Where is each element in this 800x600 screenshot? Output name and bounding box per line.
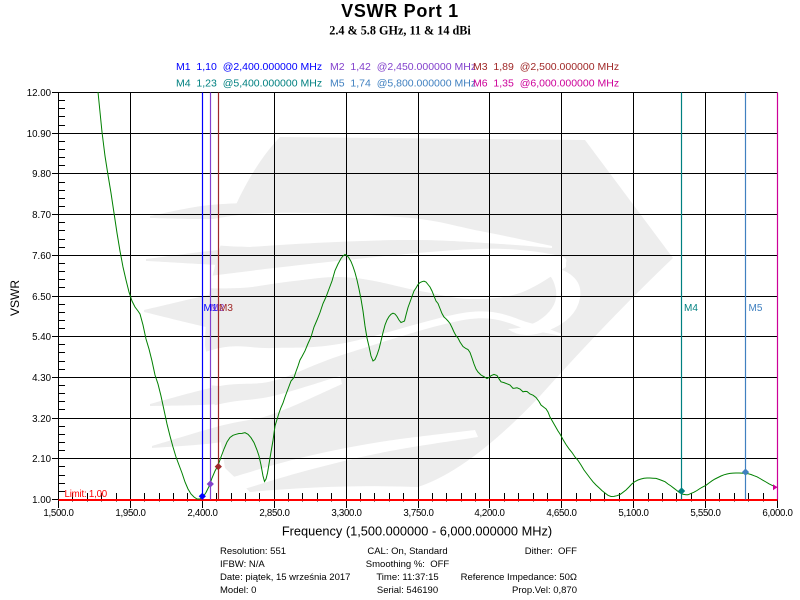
svg-text:Prop.Vel: 0,870: Prop.Vel: 0,870 bbox=[512, 585, 577, 596]
svg-text:M6 1,35 @6,000.000000 MHz: M6 1,35 @6,000.000000 MHz bbox=[473, 78, 619, 90]
svg-text:12.00: 12.00 bbox=[27, 88, 52, 99]
svg-text:1.00: 1.00 bbox=[32, 495, 51, 506]
svg-text:2,400.0: 2,400.0 bbox=[187, 508, 218, 519]
svg-text:1,950.0: 1,950.0 bbox=[115, 508, 146, 519]
svg-text:Model: 0: Model: 0 bbox=[220, 585, 256, 596]
svg-text:6,000.0: 6,000.0 bbox=[762, 508, 793, 519]
svg-text:Resolution: 551: Resolution: 551 bbox=[220, 546, 286, 557]
svg-text:M1: M1 bbox=[204, 303, 218, 314]
svg-text:M1 1,10 @2,400.000000 MHz: M1 1,10 @2,400.000000 MHz bbox=[176, 61, 322, 73]
svg-text:2.4 & 5.8 GHz, 11 & 14 dBi: 2.4 & 5.8 GHz, 11 & 14 dBi bbox=[329, 24, 471, 38]
svg-text:M5 1,74 @5,800.000000 MHz: M5 1,74 @5,800.000000 MHz bbox=[330, 78, 476, 90]
svg-text:CAL: On, Standard: CAL: On, Standard bbox=[367, 546, 447, 557]
svg-text:4,200.0: 4,200.0 bbox=[474, 508, 505, 519]
svg-text:Time: 11:37:15: Time: 11:37:15 bbox=[376, 572, 438, 583]
svg-text:9.80: 9.80 bbox=[32, 169, 51, 180]
svg-text:Date: piątek, 15 września 2017: Date: piątek, 15 września 2017 bbox=[220, 572, 350, 583]
svg-text:5,550.0: 5,550.0 bbox=[690, 508, 721, 519]
svg-text:Frequency (1,500.000000 - 6,00: Frequency (1,500.000000 - 6,000.000000 M… bbox=[282, 524, 552, 539]
svg-text:M2: M2 bbox=[211, 303, 225, 314]
svg-text:M4: M4 bbox=[684, 303, 698, 314]
svg-text:Reference Impedance: 50Ω: Reference Impedance: 50Ω bbox=[461, 572, 577, 583]
svg-text:Dither: OFF: Dither: OFF bbox=[525, 546, 577, 557]
svg-text:Serial: 546190: Serial: 546190 bbox=[377, 585, 438, 596]
svg-text:1,500.0: 1,500.0 bbox=[43, 508, 74, 519]
svg-text:M4 1,23 @5,400.000000 MHz: M4 1,23 @5,400.000000 MHz bbox=[176, 78, 322, 90]
svg-text:3.20: 3.20 bbox=[32, 414, 51, 425]
svg-text:10.90: 10.90 bbox=[27, 129, 52, 140]
svg-text:7.60: 7.60 bbox=[32, 251, 51, 262]
svg-text:Smoothing %: OFF: Smoothing %: OFF bbox=[366, 559, 450, 570]
svg-text:2.10: 2.10 bbox=[32, 454, 51, 465]
svg-text:M5: M5 bbox=[749, 303, 763, 314]
svg-text:Limit: 1,00: Limit: 1,00 bbox=[65, 489, 108, 500]
svg-text:2,850.0: 2,850.0 bbox=[259, 508, 290, 519]
svg-text:VSWR: VSWR bbox=[8, 280, 22, 316]
svg-text:M2 1,42 @2,450.000000 MHz: M2 1,42 @2,450.000000 MHz bbox=[330, 61, 476, 73]
svg-text:3,750.0: 3,750.0 bbox=[403, 508, 434, 519]
svg-text:3,300.0: 3,300.0 bbox=[331, 508, 362, 519]
svg-text:M3 1,89 @2,500.000000 MHz: M3 1,89 @2,500.000000 MHz bbox=[473, 61, 619, 73]
svg-text:6.50: 6.50 bbox=[32, 292, 51, 303]
svg-text:4,650.0: 4,650.0 bbox=[546, 508, 577, 519]
svg-text:5,100.0: 5,100.0 bbox=[618, 508, 649, 519]
svg-text:4.30: 4.30 bbox=[32, 373, 51, 384]
svg-text:8.70: 8.70 bbox=[32, 210, 51, 221]
svg-text:M3: M3 bbox=[219, 303, 233, 314]
svg-text:IFBW: N/A: IFBW: N/A bbox=[220, 559, 265, 570]
svg-text:VSWR Port 1: VSWR Port 1 bbox=[341, 1, 459, 21]
svg-text:5.40: 5.40 bbox=[32, 332, 51, 343]
